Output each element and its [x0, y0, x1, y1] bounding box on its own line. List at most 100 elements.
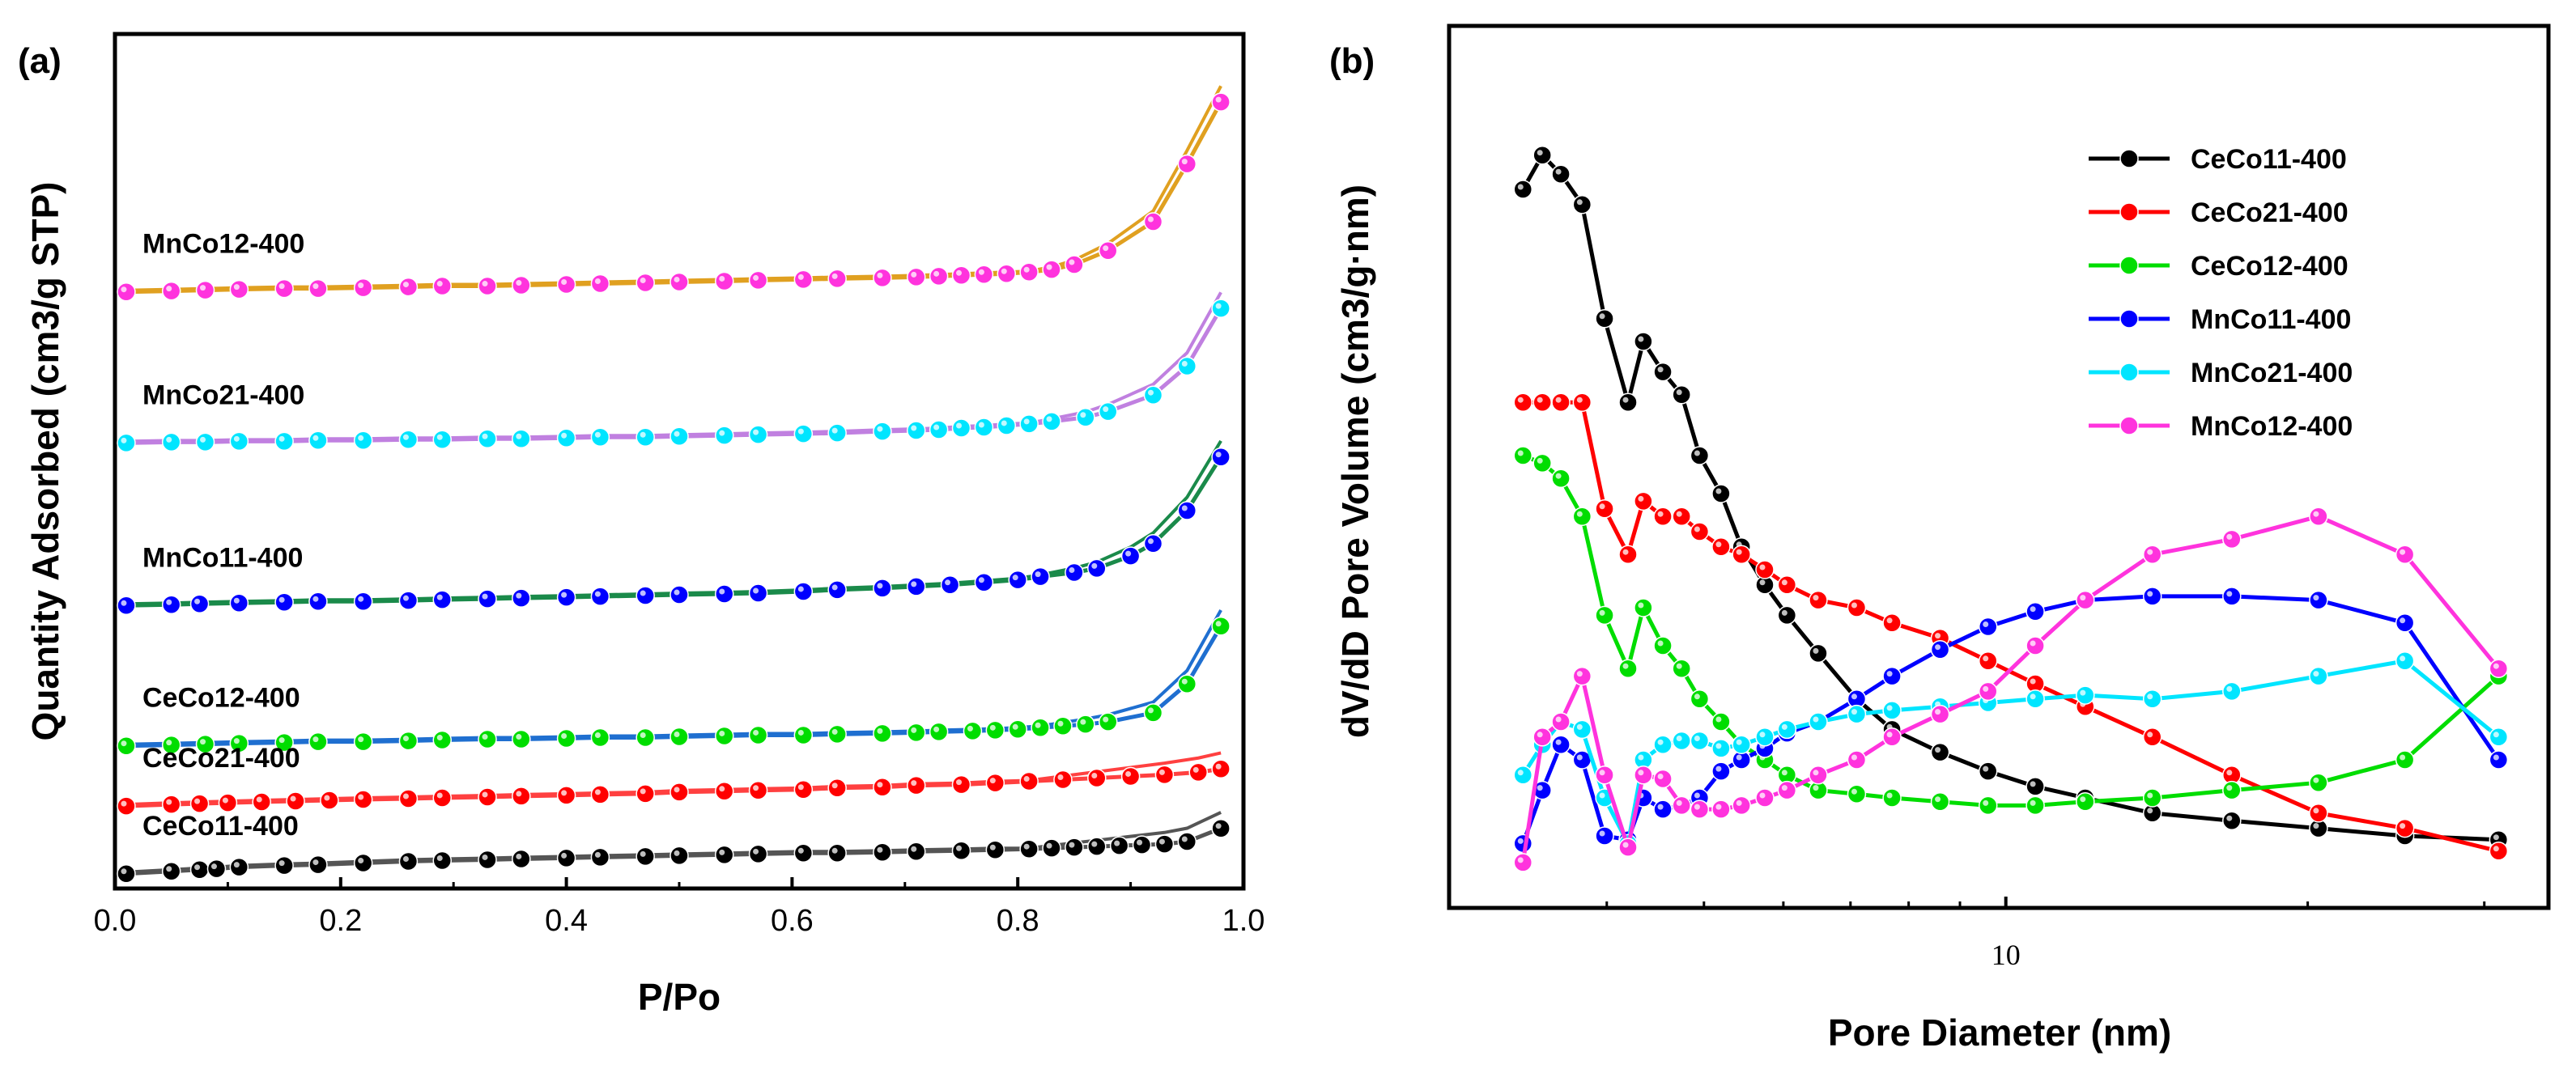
data-point-mnco21-400 — [1177, 356, 1197, 376]
data-point-highlight — [1137, 839, 1143, 846]
data-point-highlight — [719, 588, 725, 595]
data-point-mnco21-400 — [793, 424, 814, 443]
data-point-highlight — [436, 855, 443, 861]
data-point-highlight — [1676, 389, 1682, 396]
data-point-mnco12-400 — [1098, 240, 1118, 261]
data-point-mnco11-400 — [478, 589, 497, 609]
data-point-highlight — [989, 778, 996, 784]
data-point-ceco12-400 — [1595, 605, 1614, 626]
data-point-highlight — [210, 863, 217, 870]
data-point-mnco21-400 — [1042, 412, 1061, 431]
data-point-ceco12-400 — [1572, 507, 1592, 526]
data-point-ceco21-400 — [478, 787, 497, 807]
data-point-ceco11-400 — [748, 844, 768, 864]
panel-b-label: (b) — [1329, 41, 1375, 81]
data-point-highlight — [436, 281, 443, 287]
data-point-ceco21-400 — [1120, 766, 1141, 787]
data-point-mnco21-400 — [478, 429, 497, 449]
panel-a-series — [117, 85, 1231, 884]
data-point-highlight — [1781, 770, 1787, 776]
data-point-mnco12-400 — [556, 274, 576, 295]
data-point-highlight — [358, 596, 364, 602]
data-point-highlight — [978, 422, 984, 428]
data-point-ceco12-400 — [1031, 718, 1050, 738]
data-point-highlight — [402, 736, 409, 742]
data-point-highlight — [933, 726, 940, 732]
data-point-mnco21-400 — [2026, 689, 2045, 709]
panel-a-x-tick-label: 1.0 — [1222, 904, 1265, 938]
data-point-mnco21-400 — [2222, 681, 2242, 702]
data-point-ceco12-400 — [670, 727, 689, 747]
series-label-mnco12-400: MnCo12-400 — [142, 229, 304, 260]
data-point-highlight — [121, 437, 127, 443]
data-point-highlight — [436, 792, 443, 799]
panel-b-y-axis-title: dV/dD Pore Volume (cm3/g·nm) — [1334, 184, 1376, 738]
data-point-mnco11-400 — [432, 590, 453, 609]
data-point-highlight — [516, 280, 522, 286]
data-point-ceco12-400 — [1978, 795, 1998, 816]
data-point-highlight — [1517, 838, 1524, 844]
data-point-highlight — [1694, 736, 1700, 741]
data-point-highlight — [1736, 739, 1742, 745]
data-point-highlight — [1935, 633, 1941, 639]
data-point-ceco11-400 — [1109, 836, 1129, 855]
data-point-ceco12-400 — [161, 735, 181, 755]
data-point-highlight — [1537, 150, 1543, 156]
data-point-ceco11-400 — [512, 849, 531, 869]
data-point-highlight — [358, 736, 364, 743]
data-point-mnco12-400 — [1618, 838, 1638, 857]
data-point-highlight — [1694, 804, 1700, 810]
data-point-highlight — [2226, 770, 2233, 776]
data-point-ceco21-400 — [2309, 804, 2328, 823]
legend-swatch-marker — [2119, 363, 2139, 382]
data-point-highlight — [482, 433, 488, 439]
series-line-desorption-mnco12-400 — [125, 85, 1222, 292]
data-point-ceco11-400 — [478, 850, 497, 870]
data-point-ceco11-400 — [432, 850, 453, 871]
data-point-ceco11-400 — [1019, 839, 1039, 859]
data-point-highlight — [1576, 511, 1583, 517]
data-point-mnco21-400 — [398, 430, 419, 450]
data-point-highlight — [956, 422, 962, 429]
data-point-mnco11-400 — [2222, 587, 2242, 606]
panel-a-chart: (a) 0.0 0.2 0.4 0.6 0.8 1.0 CeCo11-400 CeCo21-… — [18, 32, 1265, 1018]
data-point-mnco21-400 — [1076, 407, 1095, 427]
data-point-mnco11-400 — [940, 575, 960, 595]
data-point-ceco21-400 — [320, 791, 339, 810]
data-point-highlight — [2400, 754, 2406, 761]
data-point-highlight — [978, 269, 984, 275]
data-point-highlight — [1555, 716, 1562, 723]
data-point-highlight — [1125, 770, 1132, 777]
data-point-ceco21-400 — [1634, 491, 1653, 511]
data-point-mnco11-400 — [1978, 617, 1998, 637]
data-point-mnco21-400 — [353, 430, 373, 451]
data-point-highlight — [1080, 412, 1086, 418]
data-point-mnco11-400 — [1882, 666, 1902, 686]
data-point-highlight — [1046, 842, 1052, 849]
panel-a-x-axis-title: P/Po — [638, 976, 721, 1018]
data-point-mnco21-400 — [951, 418, 971, 438]
data-point-highlight — [2226, 533, 2233, 540]
legend-swatch-marker — [2119, 256, 2139, 275]
data-point-ceco21-400 — [1847, 598, 1867, 617]
panel-a-x-tick-label: 0.0 — [94, 904, 137, 938]
panel-b-legend: CeCo11-400 CeCo21-400 CeCo12-400 MnCo11-400… — [2089, 144, 2353, 442]
data-point-highlight — [1057, 774, 1064, 781]
legend-label: MnCo12-400 — [2191, 411, 2353, 442]
data-point-highlight — [1657, 640, 1664, 647]
data-point-highlight — [1103, 716, 1109, 723]
data-point-highlight — [1091, 772, 1098, 778]
data-point-highlight — [1576, 671, 1583, 677]
data-point-ceco12-400 — [432, 730, 453, 750]
legend-label: CeCo12-400 — [2191, 251, 2349, 282]
data-point-highlight — [194, 598, 201, 604]
data-point-highlight — [1736, 754, 1742, 761]
data-point-ceco12-400 — [827, 724, 847, 744]
data-point-highlight — [358, 282, 364, 289]
data-point-mnco21-400 — [556, 428, 576, 447]
data-point-highlight — [402, 793, 409, 799]
data-point-mnco12-400 — [1551, 712, 1571, 732]
data-point-mnco12-400 — [161, 281, 181, 301]
data-point-highlight — [2030, 781, 2036, 787]
data-point-highlight — [121, 800, 127, 807]
